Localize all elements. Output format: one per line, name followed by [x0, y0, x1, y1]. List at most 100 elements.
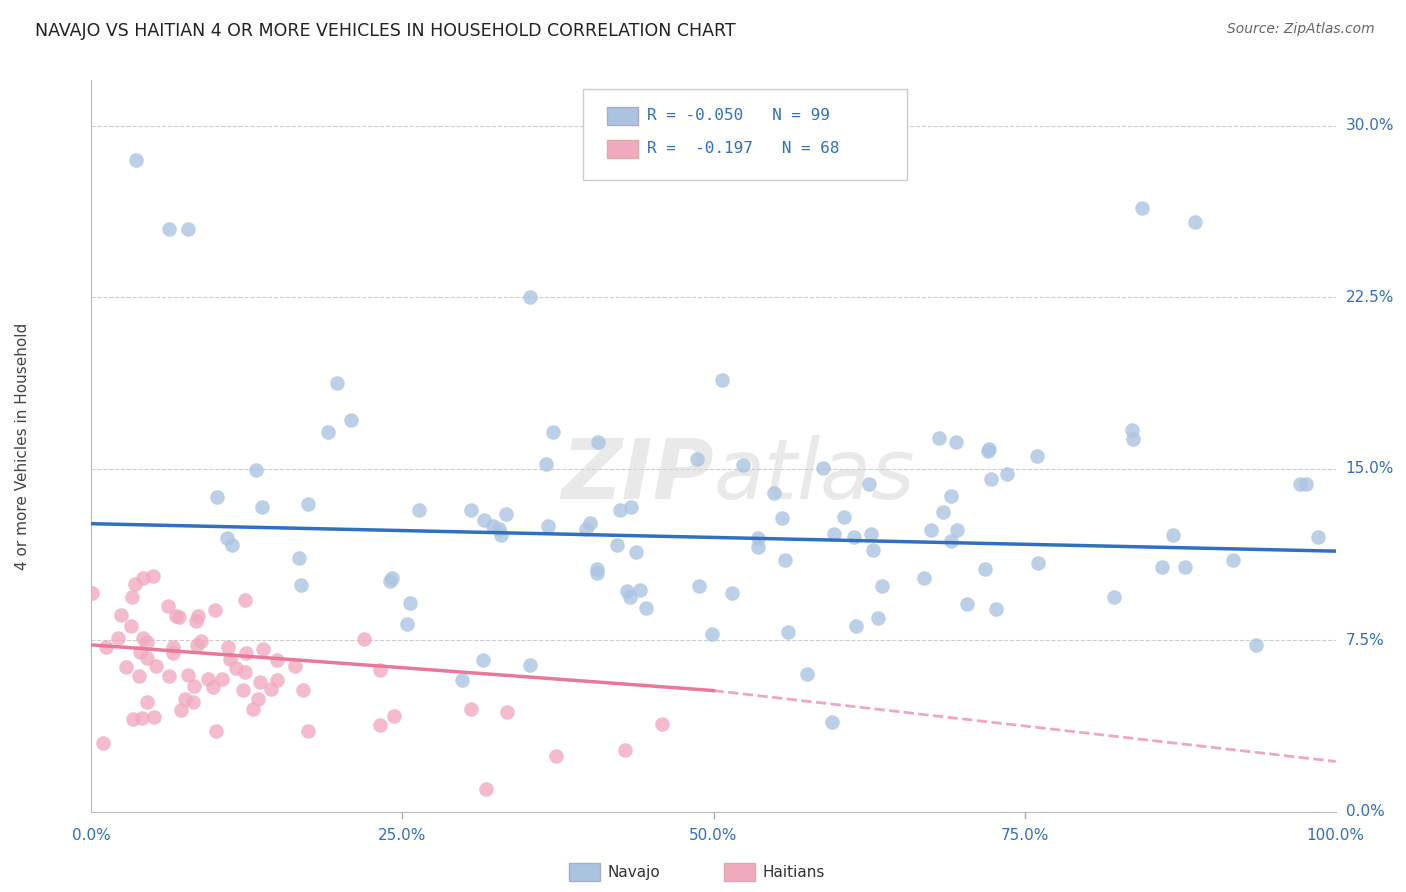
Text: ZIP: ZIP: [561, 434, 713, 516]
Text: atlas: atlas: [713, 434, 915, 516]
Point: [186, 639, 208, 653]
Point: [132, 571, 155, 585]
Point: [143, 710, 166, 724]
Point: [1295, 476, 1317, 491]
Text: 75.0%: 75.0%: [1001, 828, 1049, 843]
Point: [378, 574, 401, 589]
Point: [472, 653, 495, 667]
Point: [211, 672, 233, 686]
Point: [460, 702, 482, 716]
Point: [125, 153, 148, 168]
Point: [1161, 528, 1184, 542]
Point: [616, 583, 638, 598]
Point: [252, 641, 274, 656]
Point: [91, 735, 114, 749]
Point: [534, 457, 557, 471]
Point: [613, 743, 636, 757]
Point: [121, 590, 143, 604]
Point: [842, 530, 865, 544]
Point: [733, 458, 755, 472]
Point: [845, 619, 868, 633]
Point: [231, 682, 253, 697]
Text: 0.0%: 0.0%: [72, 828, 111, 843]
Point: [488, 522, 510, 536]
Text: 50.0%: 50.0%: [689, 828, 738, 843]
Point: [325, 376, 347, 391]
Point: [609, 503, 631, 517]
Point: [132, 631, 155, 645]
Point: [217, 640, 239, 654]
Point: [858, 476, 880, 491]
Point: [284, 658, 307, 673]
Point: [747, 531, 769, 545]
Point: [928, 431, 950, 445]
Point: [688, 579, 710, 593]
Point: [585, 562, 607, 576]
Point: [107, 631, 129, 645]
Point: [177, 222, 200, 236]
Text: Haitians: Haitians: [762, 865, 824, 880]
Point: [96, 640, 118, 654]
Point: [482, 519, 505, 533]
Point: [395, 616, 418, 631]
Point: [110, 607, 132, 622]
Point: [862, 543, 884, 558]
Point: [832, 509, 855, 524]
Point: [245, 463, 267, 477]
Point: [686, 451, 709, 466]
Point: [157, 222, 180, 236]
Point: [1026, 556, 1049, 570]
Point: [912, 571, 935, 585]
Point: [157, 669, 180, 683]
Text: 25.0%: 25.0%: [378, 828, 426, 843]
Point: [619, 590, 641, 604]
Point: [1306, 530, 1329, 544]
Point: [450, 673, 472, 687]
Point: [184, 614, 207, 628]
Point: [370, 718, 392, 732]
Point: [80, 585, 103, 599]
Point: [233, 593, 256, 607]
Point: [266, 673, 288, 687]
Text: Source: ZipAtlas.com: Source: ZipAtlas.com: [1227, 22, 1375, 37]
Point: [297, 723, 319, 738]
Point: [221, 538, 243, 552]
Text: 100.0%: 100.0%: [1306, 828, 1365, 843]
Point: [945, 434, 967, 449]
Point: [1184, 215, 1206, 229]
Point: [626, 545, 648, 559]
Point: [225, 661, 247, 675]
Point: [190, 633, 212, 648]
Point: [201, 680, 224, 694]
Point: [316, 425, 339, 439]
Point: [381, 571, 404, 585]
Point: [121, 712, 143, 726]
Point: [575, 522, 598, 536]
Text: 7.5%: 7.5%: [1346, 632, 1385, 648]
Point: [382, 708, 405, 723]
Point: [129, 644, 152, 658]
Point: [246, 692, 269, 706]
Point: [1121, 424, 1143, 438]
Point: [986, 602, 1008, 616]
Point: [1244, 638, 1267, 652]
Point: [747, 541, 769, 555]
Point: [219, 652, 242, 666]
Point: [495, 508, 517, 522]
Point: [131, 711, 153, 725]
Text: 0.0%: 0.0%: [1346, 805, 1385, 819]
Point: [260, 682, 283, 697]
Point: [995, 467, 1018, 482]
Point: [1025, 449, 1047, 463]
Point: [162, 640, 184, 654]
Point: [290, 578, 312, 592]
Point: [537, 519, 560, 533]
Point: [181, 695, 204, 709]
Point: [287, 551, 309, 566]
Point: [1130, 202, 1153, 216]
Text: R =  -0.197   N = 68: R = -0.197 N = 68: [647, 142, 839, 156]
Point: [136, 650, 159, 665]
Point: [353, 632, 375, 646]
Point: [870, 579, 893, 593]
Point: [475, 781, 498, 796]
